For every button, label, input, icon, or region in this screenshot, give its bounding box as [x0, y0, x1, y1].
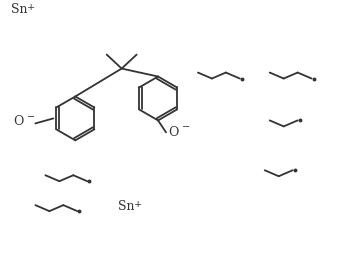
Text: Sn: Sn [10, 3, 27, 16]
Text: +: + [134, 200, 142, 209]
Text: Sn: Sn [118, 200, 135, 213]
Text: O: O [168, 126, 178, 139]
Text: +: + [26, 3, 35, 12]
Text: −: − [27, 113, 36, 122]
Text: O: O [14, 115, 24, 128]
Text: −: − [182, 123, 190, 132]
